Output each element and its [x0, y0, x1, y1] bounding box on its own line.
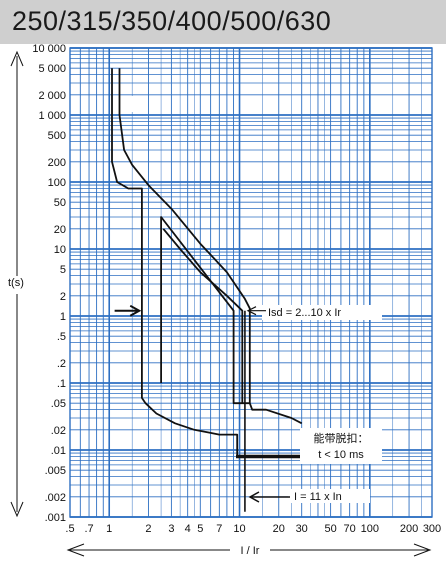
annotation-bg — [288, 489, 370, 503]
series-lt-lower — [111, 68, 302, 458]
x-tick-label: 3 — [168, 523, 174, 535]
annotation-trip-label: 能带脱扣： — [314, 431, 369, 445]
y-tick-label: 2 000 — [38, 90, 66, 102]
y-tick-label: 500 — [48, 130, 66, 142]
y-tick-label: .002 — [45, 492, 66, 504]
y-tick-label: 50 — [54, 197, 66, 209]
y-tick-labels: 10 000 5 000 2 000 1 000 500 200 100 50 20 10 5 2 1.… — [32, 43, 66, 524]
arrow-down-icon — [10, 501, 24, 518]
y-tick-label: .1 — [57, 378, 66, 390]
x-tick-label: 5 — [197, 523, 203, 535]
y-tick-label: .2 — [57, 358, 66, 370]
trip-curves — [111, 68, 311, 459]
x-tick-labels: .5 .7 1 2 3 4 5 7 10 20 30 50 70 100 200 300 — [65, 523, 441, 535]
y-tick-label: 10 — [54, 244, 66, 256]
arrow-left-icon — [248, 491, 260, 503]
x-tick-label: 10 — [233, 523, 245, 535]
y-tick-label: .005 — [45, 465, 66, 477]
annotation-bg — [262, 305, 382, 320]
arrow-left-icon — [66, 543, 85, 557]
x-tick-label: 70 — [344, 523, 356, 535]
annotation-instantaneous: I = 11 x In — [294, 491, 342, 503]
chart-title: 250/315/350/400/500/630 — [12, 6, 332, 36]
y-tick-label: 5 000 — [38, 63, 66, 75]
plot-frame — [69, 47, 433, 518]
x-tick-label: 100 — [361, 523, 379, 535]
y-tick-label: 100 — [48, 177, 66, 189]
x-tick-label: 200 — [400, 523, 418, 535]
y-tick-label: 200 — [48, 157, 66, 169]
y-tick-label: 10 000 — [32, 43, 66, 55]
y-axis-label: t(s) — [8, 277, 24, 289]
x-tick-label: 2 — [145, 523, 151, 535]
x-tick-label: 4 — [185, 523, 191, 535]
x-tick-label: 7 — [216, 523, 222, 535]
y-tick-label: .02 — [51, 425, 66, 437]
title-bar: 250/315/350/400/500/630 — [0, 0, 446, 44]
annotation-isd: Isd = 2...10 x Ir — [268, 307, 341, 319]
arrow-up-icon — [10, 50, 24, 67]
y-tick-label: 1 000 — [38, 110, 66, 122]
arrow-right-icon — [413, 543, 432, 557]
series-st-upper — [162, 228, 244, 404]
annotations: Isd = 2...10 x Ir 能带脱扣： t < 10 ms I = 11 x … — [246, 305, 382, 503]
y-tick-label: 2 — [60, 291, 66, 303]
x-tick-label: .7 — [84, 523, 93, 535]
series-lt-upper — [118, 68, 303, 425]
label-mask — [128, 96, 148, 112]
x-tick-label: .5 — [65, 523, 74, 535]
y-tick-label: .01 — [51, 445, 66, 457]
x-tick-label: 20 — [273, 523, 285, 535]
series-st-lower — [160, 216, 250, 405]
x-tick-label: 50 — [324, 523, 336, 535]
arrow-right-icon — [129, 304, 142, 317]
y-tick-label: 20 — [54, 224, 66, 236]
x-tick-label: 300 — [423, 523, 441, 535]
y-tick-label: .5 — [57, 331, 66, 343]
y-tick-label: .05 — [51, 398, 66, 410]
x-tick-label: 1 — [106, 523, 112, 535]
arrow-left-icon — [246, 306, 257, 316]
y-tick-label: 5 — [60, 264, 66, 276]
annotation-trip-time: t < 10 ms — [318, 449, 364, 461]
y-tick-label: 1 — [60, 311, 66, 323]
y-tick-label: .001 — [45, 512, 66, 524]
annotation-bg — [300, 428, 382, 464]
x-axis-label: I / Ir — [241, 545, 260, 557]
x-tick-label: 30 — [296, 523, 308, 535]
